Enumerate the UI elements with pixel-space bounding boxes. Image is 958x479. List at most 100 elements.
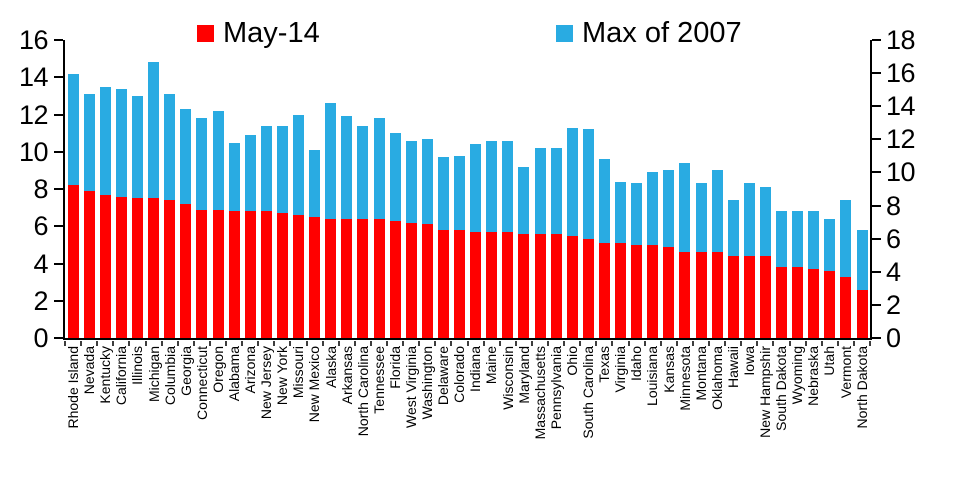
x-label-cell-ohio: Ohio bbox=[564, 346, 580, 376]
y-axis-left-label: 2 bbox=[33, 285, 48, 316]
legend-item-may14: May-14 bbox=[197, 16, 320, 50]
y-axis-left-tick bbox=[54, 76, 63, 79]
y-axis-right-label: 4 bbox=[886, 256, 901, 287]
y-axis-right-tick bbox=[872, 204, 881, 207]
y-axis-right-label: 18 bbox=[886, 25, 916, 55]
y-axis-right-tick bbox=[872, 105, 881, 108]
y-axis-left-line bbox=[63, 40, 65, 340]
x-axis-tick bbox=[450, 341, 453, 346]
y-axis-left-label: 16 bbox=[18, 25, 49, 55]
x-axis-tick bbox=[627, 341, 630, 346]
bar-may14-kansas bbox=[663, 246, 675, 338]
bar-may14-montana bbox=[695, 252, 707, 338]
x-label-oregon: Oregon bbox=[209, 346, 226, 393]
x-label-cell-nebraska: Nebraska bbox=[805, 346, 821, 406]
y-axis-left-label: 6 bbox=[33, 211, 48, 242]
bar-max2007-west-virginia bbox=[405, 140, 417, 223]
x-axis-tick bbox=[675, 341, 678, 346]
bar-max2007-indiana bbox=[470, 144, 482, 232]
y-axis-left-label: 10 bbox=[18, 136, 49, 167]
x-label-cell-alaska: Alaska bbox=[323, 346, 339, 388]
x-label-cell-north-carolina: North Carolina bbox=[355, 346, 371, 436]
x-label-cell-michigan: Michigan bbox=[145, 346, 162, 402]
y-axis-left-tick bbox=[54, 262, 63, 265]
y-axis-right-label: 14 bbox=[886, 91, 916, 122]
x-axis-tick bbox=[466, 341, 469, 346]
x-label-alaska: Alaska bbox=[322, 346, 339, 389]
x-label-cell-rhode-island: Rhode Island bbox=[65, 346, 81, 429]
bar-max2007-georgia bbox=[180, 108, 192, 204]
y-axis-right-label: 10 bbox=[886, 157, 916, 188]
bar-may14-nevada bbox=[83, 190, 95, 338]
bar-max2007-washington bbox=[421, 138, 433, 225]
bar-max2007-kansas bbox=[663, 170, 675, 247]
x-label-oklahoma: Oklahoma bbox=[708, 346, 725, 410]
bar-max2007-california bbox=[115, 88, 127, 197]
y-axis-right-tick bbox=[872, 237, 881, 240]
x-label-pennsylvania: Pennsylvania bbox=[547, 346, 564, 430]
x-axis-tick bbox=[563, 341, 566, 346]
x-label-idaho: Idaho bbox=[628, 346, 645, 382]
x-label-cell-wisconsin: Wisconsin bbox=[500, 346, 516, 410]
bar-max2007-illinois bbox=[132, 95, 143, 199]
bar-may14-alaska bbox=[325, 218, 337, 338]
x-label-cell-utah: Utah bbox=[821, 346, 837, 376]
bar-may14-ohio bbox=[566, 235, 578, 338]
x-label-cell-tennessee: Tennessee bbox=[371, 346, 387, 414]
bar-max2007-delaware bbox=[437, 157, 449, 230]
x-axis-tick bbox=[112, 341, 115, 346]
bar-may14-pennsylvania bbox=[550, 233, 562, 338]
x-label-cell-new-jersey: New Jersey bbox=[258, 346, 274, 419]
bar-max2007-minnesota bbox=[679, 162, 691, 253]
x-axis-tick bbox=[514, 341, 517, 346]
x-label-cell-florida: Florida bbox=[387, 346, 403, 389]
y-axis-left-label: 8 bbox=[33, 174, 48, 204]
x-axis-tick bbox=[160, 341, 163, 346]
x-axis-tick bbox=[740, 341, 743, 346]
y-axis-left-tick bbox=[54, 188, 63, 190]
x-label-minnesota: Minnesota bbox=[676, 346, 693, 411]
bar-may14-alabama bbox=[228, 211, 240, 338]
y-axis-right-tick bbox=[872, 171, 881, 174]
bar-max2007-missouri bbox=[293, 114, 304, 216]
x-label-cell-oregon: Oregon bbox=[210, 346, 226, 393]
bar-may14-colorado bbox=[454, 230, 465, 338]
x-label-cell-wyoming: Wyoming bbox=[789, 346, 805, 404]
bar-may14-michigan bbox=[148, 198, 160, 338]
x-label-utah: Utah bbox=[821, 346, 838, 376]
x-axis-tick bbox=[402, 341, 405, 346]
x-label-cell-virginia: Virginia bbox=[612, 346, 628, 392]
bar-may14-indiana bbox=[470, 231, 482, 338]
y-axis-left-tick bbox=[54, 150, 63, 153]
bar-may14-west-virginia bbox=[405, 222, 417, 338]
x-label-cell-new-mexico: New Mexico bbox=[306, 346, 322, 422]
x-label-cell-vermont: Vermont bbox=[838, 346, 854, 398]
bar-max2007-michigan bbox=[148, 62, 160, 199]
x-label-north-carolina: North Carolina bbox=[354, 346, 371, 437]
bar-may14-washington bbox=[421, 224, 433, 338]
bar-max2007-new-hampshir bbox=[759, 187, 771, 256]
y-axis-right-label: 16 bbox=[886, 58, 916, 89]
x-label-new-mexico: New Mexico bbox=[306, 346, 323, 423]
x-axis-tick bbox=[482, 341, 485, 346]
bar-may14-oklahoma bbox=[711, 252, 723, 338]
bar-may14-north-carolina bbox=[357, 218, 369, 338]
x-axis-tick bbox=[530, 341, 533, 346]
x-axis-tick bbox=[208, 341, 211, 346]
bar-may14-texas bbox=[598, 243, 610, 338]
bar-max2007-alaska bbox=[325, 103, 337, 219]
x-axis-tick bbox=[595, 341, 598, 346]
bar-max2007-north-carolina bbox=[357, 125, 369, 219]
x-axis-tick bbox=[337, 341, 340, 346]
x-label-cell-hawaii: Hawaii bbox=[725, 346, 741, 388]
bar-max2007-colorado bbox=[454, 155, 465, 230]
bar-may14-oregon bbox=[212, 209, 224, 338]
x-label-cell-nevada: Nevada bbox=[81, 346, 97, 394]
x-label-connecticut: Connecticut bbox=[193, 346, 210, 420]
bar-may14-maryland bbox=[518, 233, 530, 338]
x-label-cell-montana: Montana bbox=[693, 346, 709, 400]
x-label-texas: Texas bbox=[596, 346, 613, 383]
y-axis-right-line bbox=[870, 40, 872, 340]
x-axis-tick bbox=[289, 341, 292, 346]
x-label-alabama: Alabama bbox=[225, 346, 242, 402]
